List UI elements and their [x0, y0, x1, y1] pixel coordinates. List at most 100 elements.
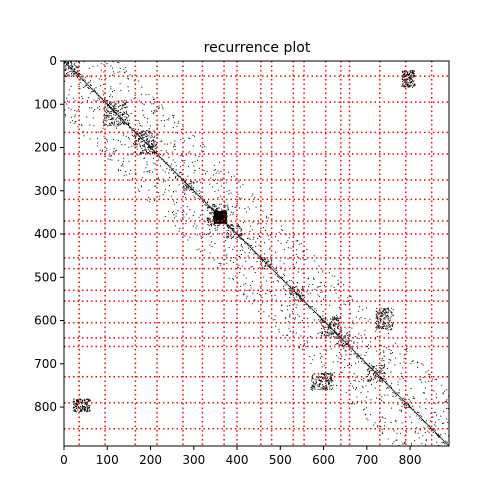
recurrence-point-3661: [394, 364, 396, 366]
recurrence-point-2684: [382, 311, 384, 313]
recurrence-point-4065: [310, 336, 312, 338]
recurrence-point-2914: [310, 387, 312, 389]
recurrence-point-2948: [326, 377, 328, 379]
recurrence-point-3787: [326, 335, 328, 337]
recurrence-point-4020: [382, 327, 384, 329]
recurrence-point-266: [294, 291, 296, 293]
recurrence-point-3972: [429, 374, 431, 376]
recurrence-point-1697: [346, 343, 348, 345]
recurrence-point-2401: [412, 81, 414, 83]
recurrence-point-3517: [114, 151, 116, 153]
recurrence-point-2408: [409, 77, 411, 79]
recurrence-point-2910: [312, 388, 314, 390]
recurrence-point-1901: [213, 222, 215, 224]
recurrence-point-3132: [192, 215, 194, 217]
recurrence-point-1599: [330, 334, 332, 336]
recurrence-point-4102: [447, 421, 449, 423]
recurrence-point-3046: [401, 422, 403, 424]
recurrence-point-1385: [239, 234, 241, 236]
recurrence-point-3617: [128, 78, 130, 80]
recurrence-point-368: [382, 379, 384, 381]
recurrence-point-2898: [319, 379, 321, 381]
recurrence-point-1257: [215, 205, 217, 207]
recurrence-point-1689: [347, 340, 349, 342]
recurrence-point-1441: [266, 261, 268, 263]
recurrence-point-4099: [111, 74, 113, 76]
recurrence-point-1772: [369, 378, 371, 380]
recurrence-point-152: [195, 192, 197, 194]
recurrence-point-3067: [283, 286, 285, 288]
recurrence-point-1443: [268, 260, 270, 262]
recurrence-point-25: [85, 82, 87, 84]
recurrence-point-1720: [379, 377, 381, 379]
recurrence-point-2754: [389, 310, 391, 312]
recurrence-point-3271: [164, 188, 166, 190]
recurrence-point-3103: [306, 291, 308, 293]
recurrence-point-1022: [152, 143, 154, 145]
recurrence-point-3074: [364, 355, 366, 356]
recurrence-point-2908: [329, 377, 331, 379]
recurrence-point-3599: [336, 318, 337, 320]
recurrence-point-3453: [381, 432, 383, 434]
recurrence-point-2633: [79, 408, 81, 410]
recurrence-point-2442: [402, 76, 404, 78]
recurrence-point-4246: [393, 430, 395, 432]
recurrence-point-3221: [224, 201, 226, 203]
recurrence-point-1712: [375, 369, 377, 371]
recurrence-point-454: [75, 74, 77, 76]
recurrence-point-3083: [139, 138, 141, 140]
recurrence-point-3308: [166, 119, 168, 121]
recurrence-point-1637: [339, 324, 341, 326]
recurrence-point-3376: [236, 239, 238, 241]
recurrence-point-1605: [320, 319, 321, 321]
recurrence-point-2349: [409, 86, 411, 88]
recurrence-point-3461: [320, 281, 322, 283]
recurrence-point-3740: [374, 387, 376, 389]
recurrence-point-4083: [410, 422, 412, 424]
recurrence-point-585: [245, 241, 247, 243]
recurrence-point-4091: [132, 143, 134, 145]
recurrence-point-243: [274, 271, 276, 273]
recurrence-point-3846: [440, 415, 442, 417]
recurrence-point-3933: [319, 285, 321, 287]
recurrence-point-1071: [149, 144, 151, 146]
recurrence-point-2259: [217, 222, 219, 224]
recurrence-point-1397: [236, 233, 238, 235]
recurrence-point-3781: [287, 334, 289, 336]
recurrence-point-999: [113, 124, 115, 126]
recurrence-point-1811: [403, 404, 405, 406]
recurrence-point-1793: [382, 378, 384, 380]
recurrence-point-3954: [380, 352, 382, 354]
recurrence-point-4082: [383, 350, 385, 352]
recurrence-point-4158: [131, 145, 133, 147]
recurrence-point-555: [206, 201, 208, 203]
recurrence-point-3169: [164, 216, 166, 218]
recurrence-point-3064: [236, 203, 238, 205]
recurrence-point-3722: [234, 275, 236, 277]
recurrence-point-3373: [310, 292, 312, 294]
recurrence-point-3016: [89, 107, 91, 109]
recurrence-point-1370: [229, 234, 231, 236]
recurrence-point-1457: [301, 295, 303, 297]
recurrence-point-2883: [321, 381, 323, 383]
recurrence-point-469: [95, 90, 97, 92]
recurrence-point-160: [202, 199, 204, 201]
recurrence-point-4168: [400, 373, 402, 375]
recurrence-point-3262: [366, 418, 368, 420]
recurrence-point-3062: [90, 84, 92, 86]
recurrence-point-1012: [134, 141, 136, 143]
recurrence-point-2780: [376, 320, 378, 322]
recurrence-point-2815: [311, 378, 313, 380]
recurrence-point-2444: [401, 78, 403, 80]
recurrence-point-151: [194, 191, 196, 193]
recurrence-point-3885: [388, 362, 390, 364]
recurrence-point-3677: [350, 295, 352, 297]
recurrence-point-3192: [230, 259, 232, 261]
recurrence-point-550: [200, 195, 202, 197]
recurrence-point-137: [182, 179, 184, 181]
recurrence-point-3215: [199, 214, 201, 216]
recurrence-point-27: [87, 84, 89, 86]
recurrence-point-1440: [261, 260, 263, 262]
recurrence-point-2996: [381, 431, 383, 433]
recurrence-point-3268: [226, 182, 228, 184]
